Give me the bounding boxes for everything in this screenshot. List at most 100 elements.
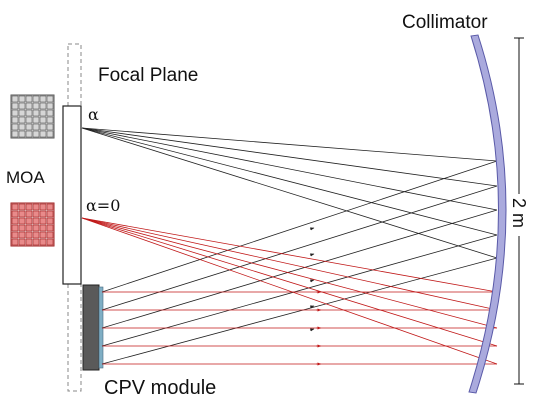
black-ray-incident [81, 127, 498, 187]
moa-red-grid [10, 202, 55, 247]
black-ray-reflected [101, 160, 498, 293]
moa-lens-cell [18, 130, 26, 138]
moa-lens-cell [25, 231, 33, 239]
black-ray-reflected [101, 234, 498, 347]
black-arrow-heads [309, 227, 315, 332]
moa-lens-cell [46, 116, 54, 124]
moa-lens-cell [18, 203, 26, 211]
moa-lens-cell [39, 217, 47, 225]
moa-lens-cell [32, 123, 40, 131]
moa-lens-cell [39, 238, 47, 246]
moa-lens-cell [39, 130, 47, 138]
moa-lens-cell [46, 130, 54, 138]
moa-lens-cell [39, 203, 47, 211]
moa-lens-cell [32, 102, 40, 110]
alpha-zero-label: α=0 [86, 196, 120, 215]
moa-lens-cell [18, 95, 26, 103]
moa-lens-cell [46, 224, 54, 232]
moa-lens-cell [39, 123, 47, 131]
moa-lens-cell [32, 224, 40, 232]
moa-lens-cell [46, 231, 54, 239]
moa-lens-cell [11, 224, 19, 232]
black-arrow-head [309, 253, 315, 257]
moa-lens-cell [11, 203, 19, 211]
collimator-label: Collimator [402, 12, 488, 33]
red-arrow-heads [316, 290, 322, 366]
red-ray-incident [81, 217, 498, 347]
moa-lens-cell [11, 116, 19, 124]
alpha-label: α [88, 105, 99, 124]
moa-lens-cell [25, 203, 33, 211]
black-ray-incident [81, 127, 498, 259]
cpv-module-block [82, 284, 100, 371]
moa-lens-cell [46, 203, 54, 211]
moa-lens-cell [25, 130, 33, 138]
distance-label: 2 m [509, 198, 529, 228]
moa-lens-cell [11, 123, 19, 131]
moa-lens-cell [18, 123, 26, 131]
moa-lens-cell [25, 217, 33, 225]
moa-lens-cell [32, 231, 40, 239]
moa-lens-cell [39, 95, 47, 103]
moa-lens-cell [18, 224, 26, 232]
moa-lens-cell [39, 210, 47, 218]
moa-lens-cell [46, 238, 54, 246]
moa-lens-cell [25, 109, 33, 117]
moa-lens-cell [18, 231, 26, 239]
moa-lens-cell [11, 109, 19, 117]
moa-lens-cell [46, 109, 54, 117]
moa-lens-cell [32, 116, 40, 124]
dimension-label-background [509, 194, 531, 236]
moa-lens-cell [18, 116, 26, 124]
black-ray-reflected [101, 209, 498, 329]
black-ray-incident [81, 127, 498, 236]
moa-lens-cell [32, 210, 40, 218]
moa-lens-cell [18, 102, 26, 110]
moa-lens-cell [39, 224, 47, 232]
collimator-mirror [468, 34, 507, 394]
moa-lens-cell [25, 224, 33, 232]
moa-lens-cell [25, 102, 33, 110]
moa-lens-cell [25, 210, 33, 218]
moa-lens-cell [32, 217, 40, 225]
black-ray-incident [81, 127, 498, 211]
moa-lens-cell [39, 231, 47, 239]
moa-grey-grid [10, 94, 55, 139]
moa-lens-cell [25, 123, 33, 131]
moa-lens-cell [25, 238, 33, 246]
black-arrow-head [309, 279, 315, 283]
moa-lens-cell [11, 238, 19, 246]
red-rays-group [81, 217, 498, 365]
black-arrow-head [309, 328, 315, 332]
moa-lens-cell [11, 231, 19, 239]
black-arrow-head [309, 305, 315, 309]
moa-lens-cell [32, 238, 40, 246]
moa-lens-cell [32, 95, 40, 103]
moa-lens-cell [32, 130, 40, 138]
moa-lens-cell [18, 217, 26, 225]
moa-label: MOA [6, 168, 45, 187]
moa-lens-cell [11, 217, 19, 225]
black-ray-reflected [101, 185, 498, 311]
red-ray-incident [81, 217, 498, 311]
moa-lens-cell [18, 210, 26, 218]
moa-grid-outline [10, 94, 55, 139]
moa-lens-cell [18, 238, 26, 246]
moa-lens-cell [46, 217, 54, 225]
moa-lens-cell [25, 95, 33, 103]
moa-lens-cell [11, 102, 19, 110]
black-rays-group [81, 127, 498, 365]
moa-grid-outline [10, 202, 55, 247]
cpv-module-label: CPV module [104, 377, 216, 399]
moa-lens-cell [32, 109, 40, 117]
red-ray-incident [81, 217, 498, 293]
moa-lens-cell [11, 130, 19, 138]
black-ray-incident [81, 127, 498, 162]
black-ray-reflected [101, 257, 498, 365]
moa-lens-cell [46, 123, 54, 131]
moa-lens-cell [18, 109, 26, 117]
moa-lens-cell [46, 102, 54, 110]
moa-lens-cell [39, 102, 47, 110]
red-ray-incident [81, 217, 498, 329]
black-arrow-head [309, 227, 315, 231]
